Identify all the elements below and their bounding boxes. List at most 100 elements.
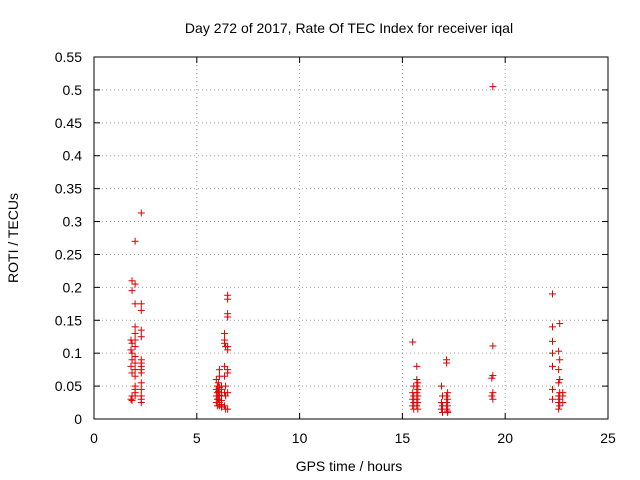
y-tick-label: 0.15	[55, 312, 82, 328]
data-point	[127, 362, 135, 370]
data-point	[137, 333, 145, 341]
data-point	[443, 392, 451, 400]
data-point	[131, 323, 139, 331]
data-point	[413, 395, 421, 403]
data-point	[221, 329, 229, 337]
data-point	[137, 379, 145, 387]
y-tick-label: 0.3	[63, 214, 83, 230]
x-tick-labels: 0 5 10 15 20 25	[90, 430, 616, 446]
data-point	[127, 395, 135, 403]
data-points	[127, 83, 567, 416]
data-point	[555, 379, 563, 387]
data-point	[131, 280, 139, 288]
data-point	[217, 385, 225, 393]
data-point	[559, 392, 567, 400]
plot-frame	[93, 56, 609, 420]
data-point	[128, 277, 136, 285]
y-tick-label: 0.5	[63, 82, 83, 98]
data-point	[437, 382, 445, 390]
x-tick-label: 15	[395, 430, 411, 446]
data-point	[137, 306, 145, 314]
data-point	[137, 326, 145, 334]
data-point	[214, 395, 222, 403]
data-point	[548, 385, 556, 393]
y-axis-label: ROTI / TECUs	[5, 193, 21, 283]
data-point	[489, 389, 497, 397]
x-tick-label: 0	[90, 430, 98, 446]
y-tick-label: 0.35	[55, 181, 82, 197]
data-point	[221, 339, 229, 347]
grid-lines	[94, 57, 608, 419]
data-point	[131, 329, 139, 337]
data-point	[413, 382, 421, 390]
data-point	[489, 83, 497, 91]
data-point	[489, 395, 497, 403]
data-point	[224, 405, 232, 413]
data-point	[137, 399, 145, 407]
data-point	[548, 395, 556, 403]
data-point	[548, 362, 556, 370]
data-point	[131, 359, 139, 367]
data-point	[128, 339, 136, 347]
data-point	[224, 295, 232, 303]
data-point	[414, 379, 422, 387]
data-point	[556, 395, 564, 403]
data-point	[414, 405, 422, 413]
y-tick-label: 0	[74, 411, 82, 427]
data-point	[128, 349, 136, 357]
data-point	[413, 389, 421, 397]
data-point	[128, 397, 136, 405]
data-point	[224, 346, 232, 354]
data-point	[137, 209, 145, 217]
y-tick-label: 0.45	[55, 115, 82, 131]
data-point	[548, 323, 556, 331]
x-tick-label: 5	[193, 430, 201, 446]
data-point	[444, 389, 452, 397]
y-tick-labels: 0 0.05 0.1 0.15 0.2 0.25 0.3 0.35 0.4 0.45 0.5 0.55	[55, 49, 82, 427]
data-point	[131, 343, 139, 351]
y-tick-label: 0.2	[63, 279, 83, 295]
data-point	[137, 369, 145, 377]
data-point	[131, 372, 139, 380]
data-point	[131, 300, 139, 308]
data-point	[222, 382, 230, 390]
data-point	[488, 392, 496, 400]
data-point	[224, 389, 232, 397]
data-point	[131, 366, 139, 374]
data-point	[555, 366, 563, 374]
data-point	[556, 356, 564, 364]
data-point	[224, 369, 232, 377]
y-tick-label: 0.1	[63, 345, 83, 361]
data-point	[127, 346, 135, 354]
data-point	[489, 342, 497, 350]
x-axis-label: GPS time / hours	[296, 458, 403, 474]
data-point	[444, 395, 452, 403]
data-point	[413, 376, 421, 384]
data-point	[548, 349, 556, 357]
data-point	[414, 392, 422, 400]
data-point	[131, 352, 139, 360]
x-tick-label: 25	[600, 430, 616, 446]
x-tick-label: 20	[497, 430, 513, 446]
data-point	[559, 399, 567, 407]
data-point	[131, 392, 139, 400]
data-point	[128, 356, 136, 364]
data-point	[413, 362, 421, 370]
data-point	[556, 402, 564, 410]
data-point	[409, 338, 417, 346]
data-point	[128, 369, 136, 377]
data-point	[488, 374, 496, 382]
x-tick-label: 10	[292, 430, 308, 446]
data-point	[131, 336, 139, 344]
data-point	[555, 405, 563, 413]
y-tick-label: 0.4	[63, 148, 83, 164]
axis-ticks	[93, 56, 609, 420]
y-tick-label: 0.25	[55, 246, 82, 262]
data-point	[137, 385, 145, 393]
data-point	[556, 320, 564, 328]
data-point	[548, 290, 556, 298]
data-point	[128, 287, 136, 295]
data-point	[444, 408, 452, 416]
data-point	[131, 237, 139, 245]
